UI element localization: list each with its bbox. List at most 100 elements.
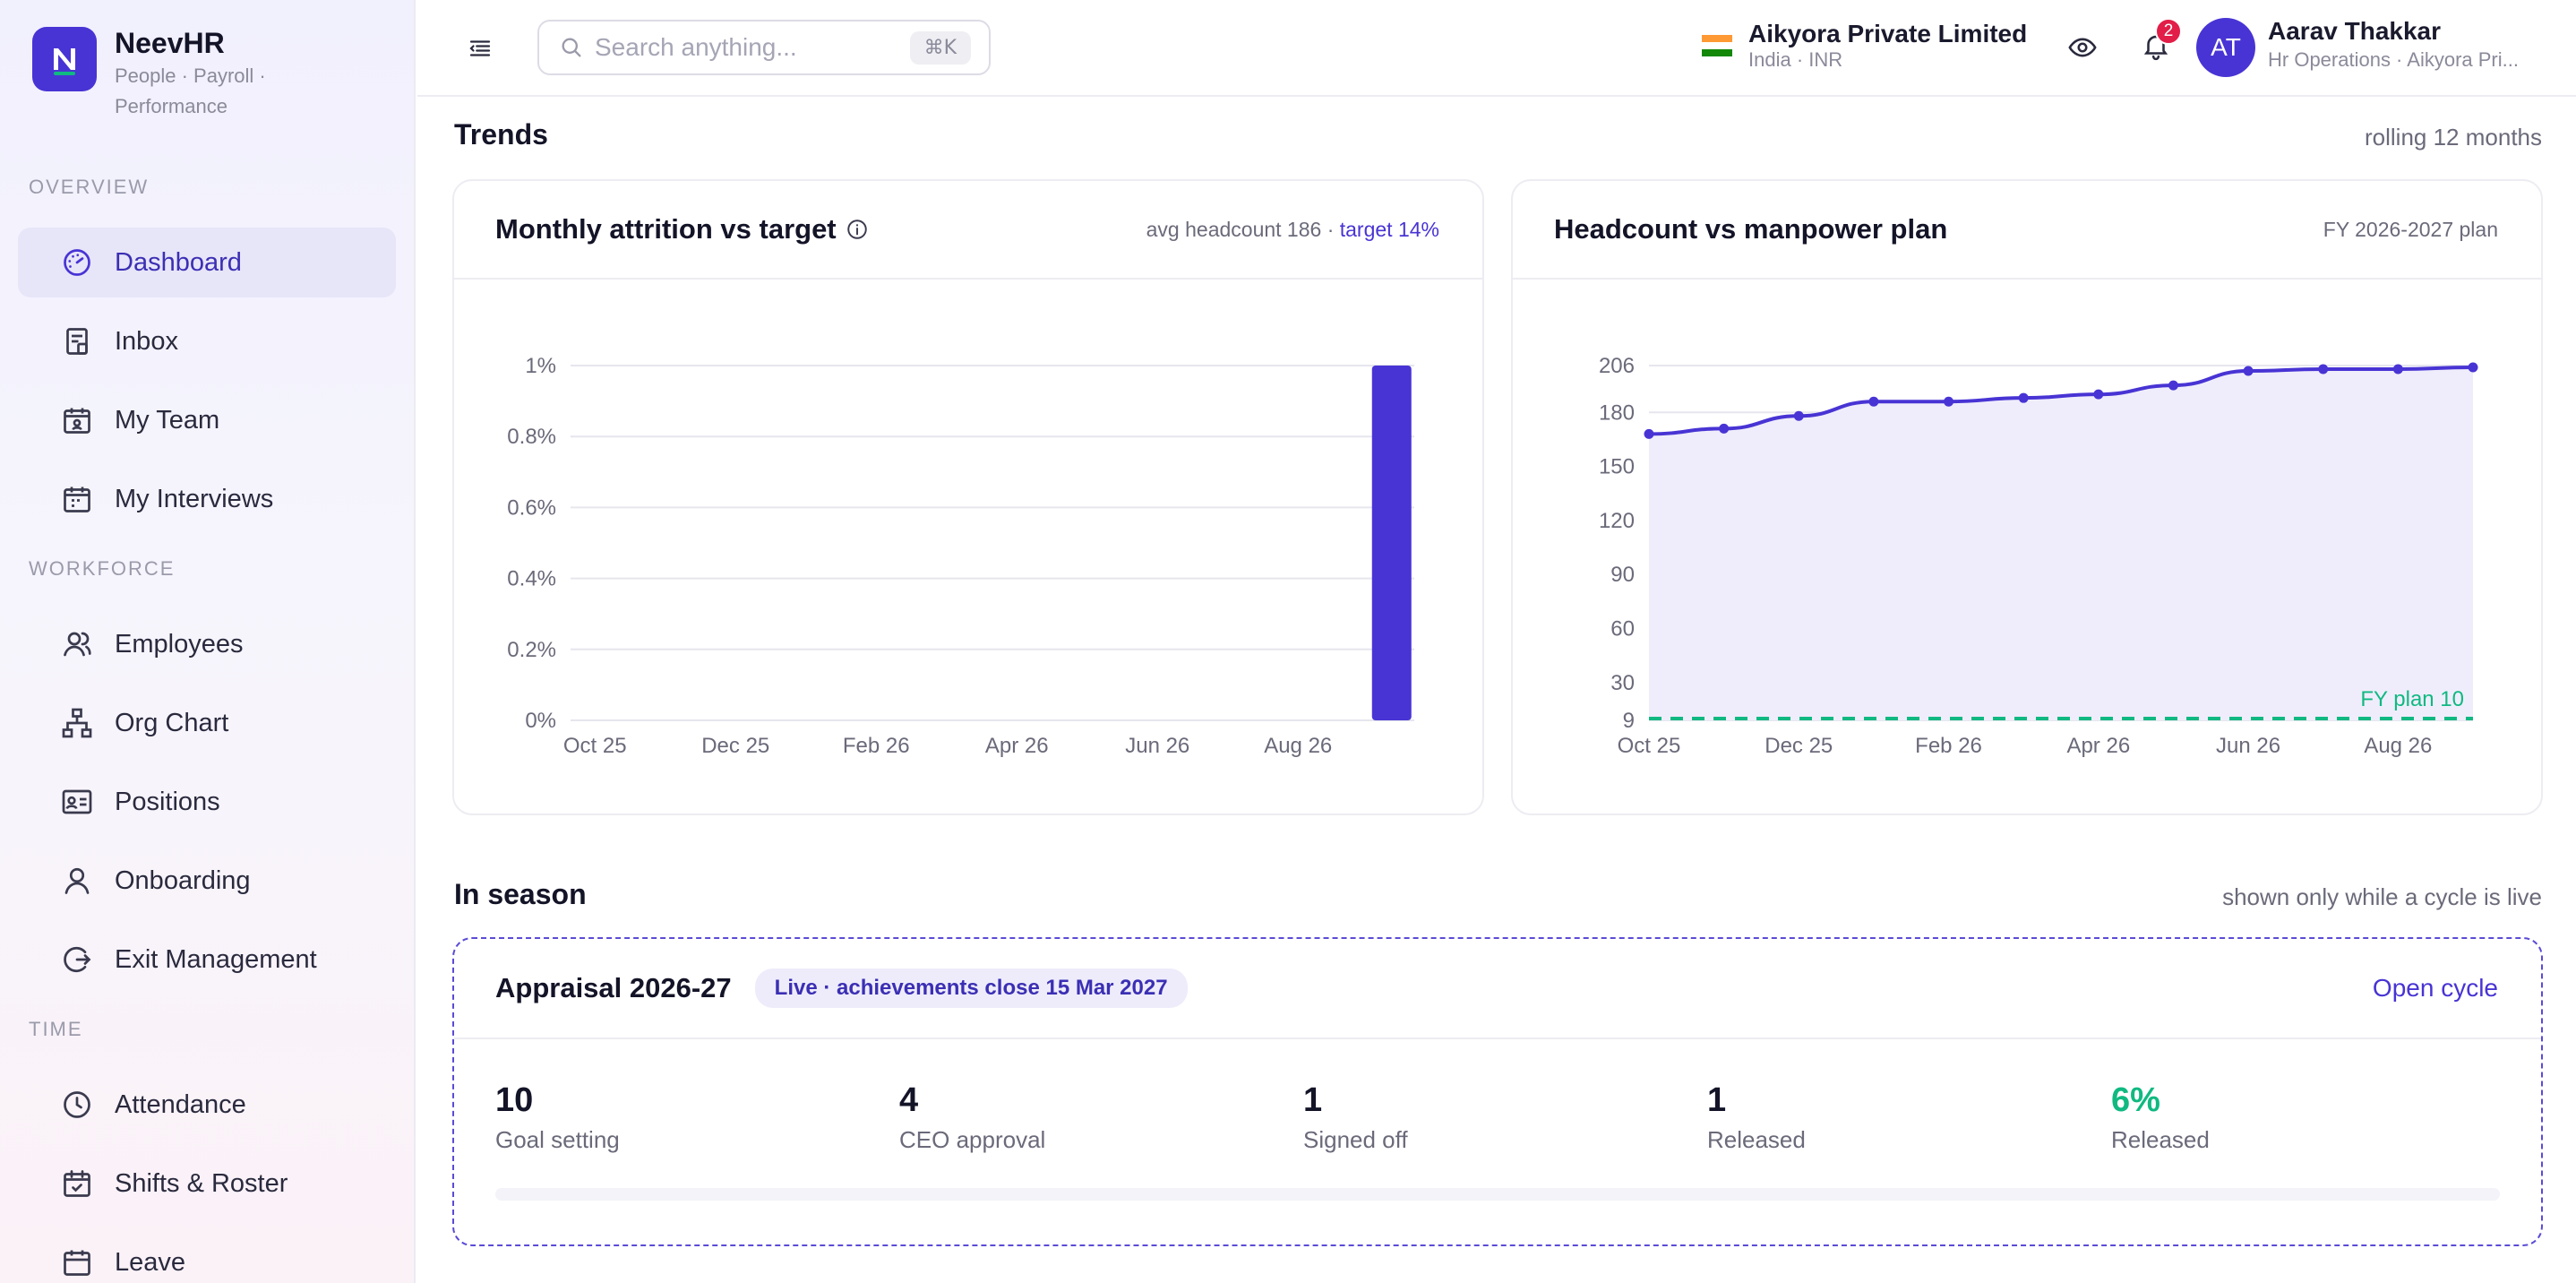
sidebar-item-label: Org Chart — [115, 708, 229, 737]
stat-label: Goal setting — [495, 1126, 620, 1153]
y-tick-label: 90 — [1610, 563, 1635, 587]
sidebar-item-leave[interactable]: Leave — [18, 1227, 396, 1283]
collapse-sidebar-button[interactable] — [462, 30, 498, 66]
search-shortcut-hint: ⌘K — [909, 30, 971, 65]
sidebar-item-inbox[interactable]: Inbox — [18, 306, 396, 376]
stat-goal-setting: 10 Goal setting — [495, 1081, 620, 1158]
y-tick-label: 120 — [1599, 509, 1635, 533]
sidebar-item-label: My Team — [115, 405, 220, 435]
x-tick-label: Jun 26 — [2216, 734, 2280, 758]
sidebar-item-label: My Interviews — [115, 484, 274, 513]
user-menu[interactable]: Aarav Thakkar Hr Operations · Aikyora Pr… — [2268, 16, 2537, 73]
org-locale: India · INR — [1748, 48, 1843, 71]
users-icon — [59, 626, 95, 662]
y-tick-label: 30 — [1610, 671, 1635, 695]
data-point — [1644, 428, 1654, 439]
org-switcher[interactable]: Aikyora Private Limited India · INR — [1702, 20, 2027, 72]
sidebar-item-label: Onboarding — [115, 865, 251, 895]
view-as-button[interactable] — [2062, 27, 2103, 68]
neevhr-logo — [32, 27, 97, 91]
calendar-icon — [59, 1244, 95, 1280]
x-tick-label: Apr 26 — [2066, 734, 2130, 758]
data-point — [2392, 364, 2403, 375]
data-point — [2243, 366, 2254, 376]
stat-signed-off: 1 Signed off — [1303, 1081, 1408, 1158]
stat-label: CEO approval — [899, 1126, 1046, 1153]
x-tick-label: Aug 26 — [2364, 734, 2432, 758]
sidebar-item-org-chart[interactable]: Org Chart — [18, 688, 396, 758]
headcount-area-chart: 9 30 60 90 120 150 180 206 FY plan 10 Oct 25 Dec 2… — [1599, 354, 2478, 758]
data-point — [1719, 423, 1730, 434]
avg-headcount-text: avg headcount 186 · — [1146, 217, 1340, 241]
sidebar-item-label: Shifts & Roster — [115, 1168, 288, 1198]
section-workforce: WORKFORCE — [29, 557, 176, 580]
y-tick-label: 0.6% — [507, 495, 556, 520]
data-point — [2093, 389, 2104, 400]
data-point — [1793, 410, 1804, 421]
data-point — [2318, 364, 2329, 375]
search-placeholder: Search anything... — [595, 33, 797, 61]
sidebar-item-onboarding[interactable]: Onboarding — [18, 846, 396, 916]
open-cycle-link[interactable]: Open cycle — [2372, 974, 2498, 1002]
sidebar: NeevHR People · Payroll · Performance OV… — [0, 0, 416, 1283]
sidebar-item-attendance[interactable]: Attendance — [18, 1070, 396, 1140]
x-tick-label: Aug 26 — [1264, 734, 1332, 758]
section-time: TIME — [29, 1018, 83, 1040]
data-point — [1944, 396, 1954, 407]
sidebar-item-label: Dashboard — [115, 247, 242, 277]
sidebar-item-my-interviews[interactable]: My Interviews — [18, 464, 396, 534]
stat-ceo-approval: 4 CEO approval — [899, 1081, 1045, 1158]
sidebar-item-label: Exit Management — [115, 944, 317, 974]
attrition-card: Monthly attrition vs target avg headcoun… — [452, 179, 1484, 815]
y-tick-label: 9 — [1623, 709, 1635, 733]
y-tick-label: 0% — [525, 709, 556, 733]
stat-label: Signed off — [1303, 1126, 1408, 1153]
sidebar-item-employees[interactable]: Employees — [18, 609, 396, 679]
india-flag-icon — [1702, 35, 1732, 56]
sidebar-item-label: Positions — [115, 787, 220, 816]
stat-label: Released — [2111, 1126, 2210, 1153]
y-tick-label: 180 — [1599, 400, 1635, 425]
sidebar-item-label: Attendance — [115, 1089, 246, 1119]
user-role: Hr Operations · Aikyora Pri... — [2268, 48, 2519, 71]
sidebar-item-dashboard[interactable]: Dashboard — [18, 228, 396, 297]
trends-heading: Trends — [454, 118, 548, 151]
topbar: Search anything... ⌘K Aikyora Private Li… — [417, 0, 2576, 97]
y-tick-label: 1% — [525, 354, 556, 378]
attrition-meta: avg headcount 186 · target 14% — [1146, 218, 1439, 242]
x-tick-label: Oct 25 — [563, 734, 627, 758]
search-input[interactable]: Search anything... ⌘K — [537, 20, 991, 75]
sidebar-item-my-team[interactable]: My Team — [18, 385, 396, 455]
target-text: target 14% — [1339, 217, 1439, 241]
x-tick-label: Dec 25 — [1765, 734, 1833, 758]
org-chart-icon — [59, 705, 95, 741]
org-name: Aikyora Private Limited — [1748, 20, 2028, 47]
sidebar-item-label: Inbox — [115, 326, 178, 356]
cycle-title: Appraisal 2026-27 — [495, 972, 732, 1003]
notification-count-badge: 2 — [2155, 18, 2182, 45]
y-tick-label: 0.4% — [507, 567, 556, 591]
attrition-chart: 0% 0.2% 0.4% 0.6% 0.8% 1% Oct 25 Dec 25 Feb 26 Ap… — [454, 280, 1482, 818]
trends-period-note: rolling 12 months — [2365, 124, 2542, 151]
sidebar-item-positions[interactable]: Positions — [18, 767, 396, 837]
data-point — [2468, 362, 2478, 373]
app-name: NeevHR — [115, 27, 225, 59]
y-tick-label: 60 — [1610, 616, 1635, 641]
stat-value: 1 — [1707, 1081, 1727, 1119]
x-tick-label: Feb 26 — [843, 734, 910, 758]
exit-icon — [59, 942, 95, 977]
brand[interactable]: NeevHR People · Payroll · Performance — [32, 27, 294, 122]
section-overview: OVERVIEW — [29, 176, 150, 198]
info-icon[interactable] — [846, 218, 869, 241]
search-icon — [562, 38, 581, 57]
id-card-icon — [59, 784, 95, 820]
sidebar-item-shifts-roster[interactable]: Shifts & Roster — [18, 1149, 396, 1218]
sidebar-item-exit-management[interactable]: Exit Management — [18, 925, 396, 995]
eye-icon — [2068, 38, 2097, 57]
y-tick-label: 206 — [1599, 354, 1635, 378]
stat-value: 10 — [495, 1081, 534, 1119]
avatar[interactable]: AT — [2196, 18, 2255, 77]
team-calendar-icon — [59, 402, 95, 438]
app-tagline: People · Payroll · Performance — [115, 65, 266, 117]
cycle-progress-track — [495, 1188, 2500, 1201]
